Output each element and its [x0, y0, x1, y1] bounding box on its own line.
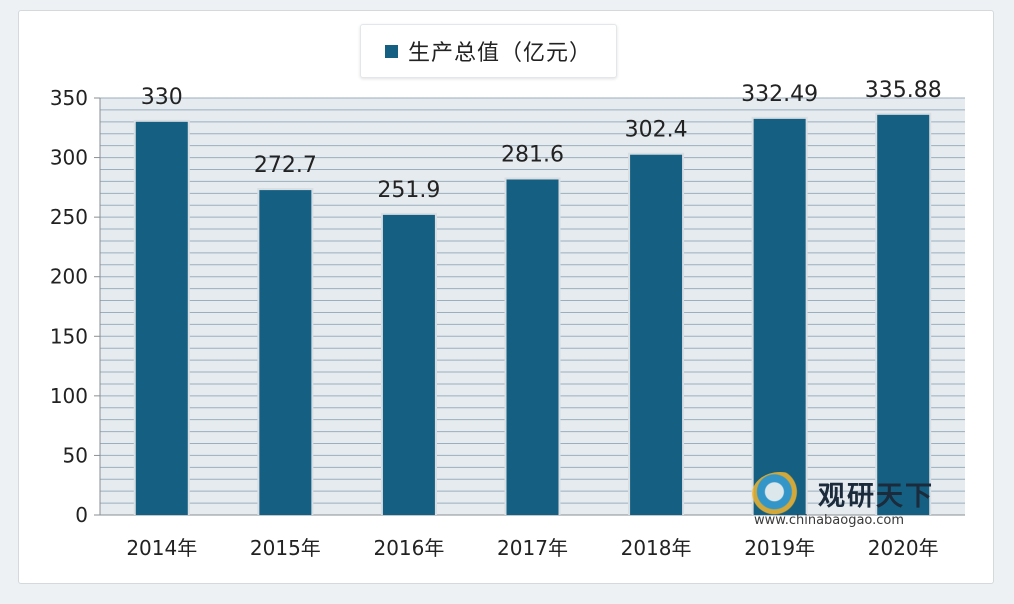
x-tick-label: 2017年: [497, 536, 568, 560]
watermark-logo-icon: [752, 472, 808, 516]
watermark: 观研天下 www.chinabaogao.com: [752, 472, 967, 530]
y-tick-label: 100: [50, 384, 88, 408]
y-tick-label: 0: [75, 503, 88, 527]
legend: 生产总值（亿元）: [360, 24, 617, 78]
y-tick-label: 50: [63, 443, 88, 467]
x-tick-label: 2020年: [868, 536, 939, 560]
bar: [259, 190, 312, 516]
y-tick-label: 200: [50, 265, 88, 289]
watermark-url: www.chinabaogao.com: [754, 513, 905, 528]
y-tick-label: 300: [50, 146, 88, 170]
x-tick-label: 2019年: [744, 536, 815, 560]
bar: [382, 214, 435, 515]
data-label: 281.6: [501, 142, 564, 167]
bar: [630, 154, 683, 515]
y-tick-label: 250: [50, 205, 88, 229]
x-tick-label: 2014年: [126, 536, 197, 560]
data-label: 332.49: [741, 82, 818, 107]
data-label: 330: [141, 85, 183, 110]
bar: [877, 114, 930, 516]
legend-swatch: [384, 44, 398, 58]
data-label: 335.88: [865, 78, 942, 103]
y-tick-label: 150: [50, 324, 88, 348]
x-tick-label: 2016年: [373, 536, 444, 560]
legend-label: 生产总值（亿元）: [407, 41, 592, 66]
watermark-name: 观研天下: [818, 481, 934, 512]
bar: [506, 179, 559, 515]
x-tick-label: 2018年: [621, 536, 692, 560]
x-tick-label: 2015年: [250, 536, 321, 560]
bar: [135, 121, 188, 515]
data-label: 302.4: [625, 118, 688, 143]
y-tick-label: 350: [50, 86, 88, 110]
data-label: 251.9: [377, 178, 440, 203]
bar: [753, 118, 806, 516]
data-label: 272.7: [254, 153, 317, 178]
